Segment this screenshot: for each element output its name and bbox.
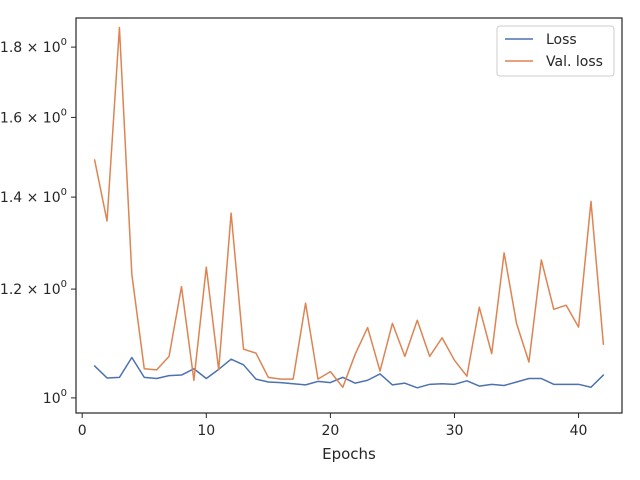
x-tick-label: 20 bbox=[321, 423, 339, 439]
series-line-2 bbox=[93, 26, 605, 388]
x-tick-label: 40 bbox=[570, 423, 588, 439]
x-tick-label: 30 bbox=[446, 423, 464, 439]
plot-area bbox=[75, 17, 623, 414]
series-line-1 bbox=[93, 356, 605, 389]
y-tick-label: 1.2 × 100 bbox=[0, 279, 67, 298]
x-axis-label: Epochs bbox=[322, 445, 376, 463]
y-tick-label: 1.6 × 100 bbox=[0, 107, 67, 126]
legend-label: Val. loss bbox=[546, 54, 603, 70]
x-tick-label: 0 bbox=[78, 423, 87, 439]
x-tick-label: 10 bbox=[197, 423, 215, 439]
y-tick-label: 100 bbox=[43, 388, 67, 407]
y-tick-label: 1.8 × 100 bbox=[0, 37, 67, 56]
legend: Loss Val. loss bbox=[496, 25, 615, 77]
y-axis-ticks: 100 1.2 × 100 1.4 × 100 1.6 × 100 1.8 × 100 bbox=[0, 37, 76, 407]
y-tick-label: 1.4 × 100 bbox=[0, 187, 67, 206]
plot-frame bbox=[75, 17, 623, 414]
x-axis-ticks: 0 10 20 30 40 bbox=[78, 413, 588, 439]
legend-label: Loss bbox=[546, 32, 577, 48]
